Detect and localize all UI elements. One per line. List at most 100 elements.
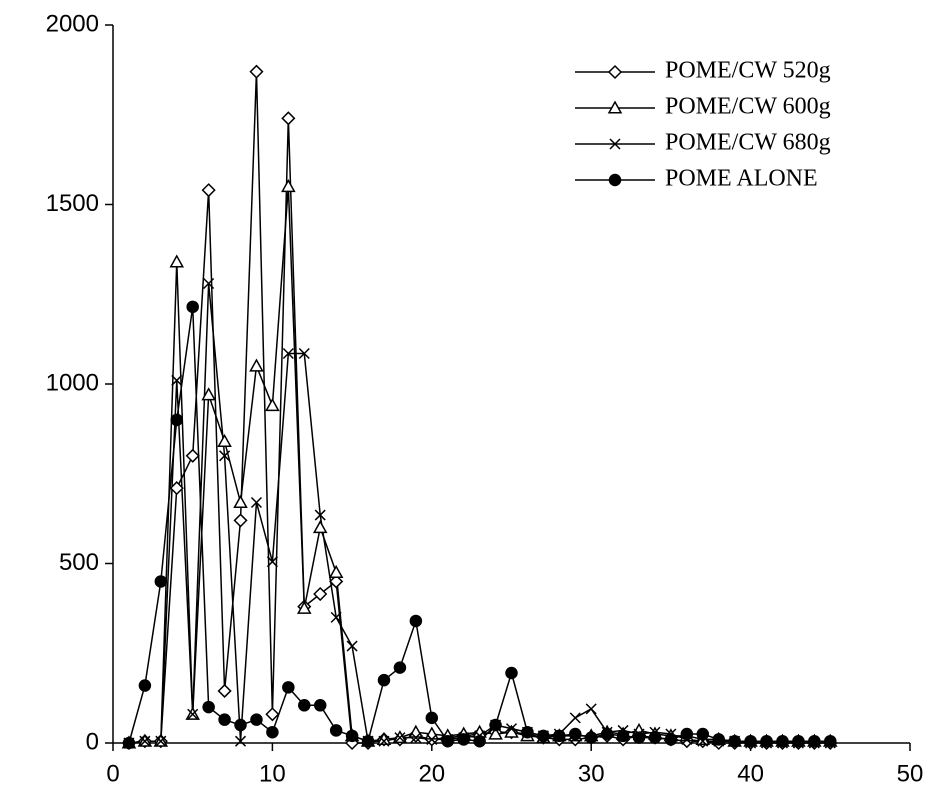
marker [187,708,199,720]
marker [297,600,312,614]
marker [505,666,518,680]
marker [249,358,264,372]
marker [265,397,280,412]
marker [330,611,342,623]
legend-marker [609,138,621,150]
marker [171,374,183,386]
marker [409,614,423,628]
marker [218,713,231,726]
marker [632,731,646,744]
marker [808,734,821,748]
legend-label: POME/CW 520g [665,58,831,84]
x-tick-label: 50 [897,760,924,787]
marker [328,564,344,579]
marker [553,729,566,743]
y-tick-label: 0 [86,728,99,755]
marker [600,727,614,741]
marker [250,713,263,726]
marker [138,679,152,692]
marker [664,733,678,746]
marker [233,513,248,528]
marker [266,556,278,568]
marker [154,575,168,588]
marker [377,673,391,687]
marker [298,699,311,712]
marker [648,731,662,744]
marker [201,183,216,198]
x-tick-label: 30 [578,760,605,787]
marker [824,734,837,748]
marker [537,729,550,743]
marker [298,347,310,360]
marker [233,494,248,509]
marker [585,703,597,715]
marker [329,574,344,589]
marker [169,254,185,268]
marker [457,733,470,746]
marker [234,735,247,747]
marker [201,387,216,401]
series-line [128,306,831,744]
marker [329,724,343,737]
marker [410,732,422,744]
x-tick-label: 20 [418,760,445,787]
marker [265,707,280,722]
series-line [128,186,831,744]
marker [170,413,184,427]
marker [186,300,199,314]
marker [169,481,184,496]
legend-label: POME/CW 680g [665,130,831,156]
legend-label: POME/CW 600g [665,94,831,120]
marker [345,729,359,743]
marker [505,723,518,735]
x-tick-label: 0 [106,760,119,787]
marker [776,734,789,748]
marker [408,724,424,738]
marker [488,726,503,740]
marker [728,734,741,748]
marker [266,725,279,739]
marker [712,733,725,746]
x-tick-label: 40 [737,760,764,787]
marker [234,718,247,732]
marker [312,520,328,534]
x-tick-label: 10 [259,760,286,787]
marker [203,277,215,290]
marker [217,433,232,447]
marker [616,729,630,743]
marker [361,734,375,748]
marker [569,712,581,724]
marker [792,734,805,748]
y-tick-label: 2000 [46,10,99,37]
marker [346,640,358,652]
marker [489,718,502,732]
marker [202,700,215,714]
marker [282,681,295,694]
marker [249,64,264,79]
marker [569,727,582,741]
marker [185,448,200,463]
marker [425,711,439,725]
y-tick-label: 1000 [46,369,99,396]
marker [378,735,390,747]
marker [217,683,232,699]
marker [122,736,136,750]
series-line [128,283,831,744]
marker [393,661,407,674]
marker [313,586,328,602]
marker [473,734,486,748]
marker [441,734,454,748]
marker [282,347,294,360]
marker [760,734,773,748]
marker [394,732,406,744]
legend-marker [607,100,623,114]
marker [521,725,534,739]
marker [139,735,151,747]
marker [426,733,438,745]
marker [696,727,710,741]
marker [281,111,296,126]
marker [314,509,326,521]
marker [219,450,231,462]
marker [584,731,598,744]
